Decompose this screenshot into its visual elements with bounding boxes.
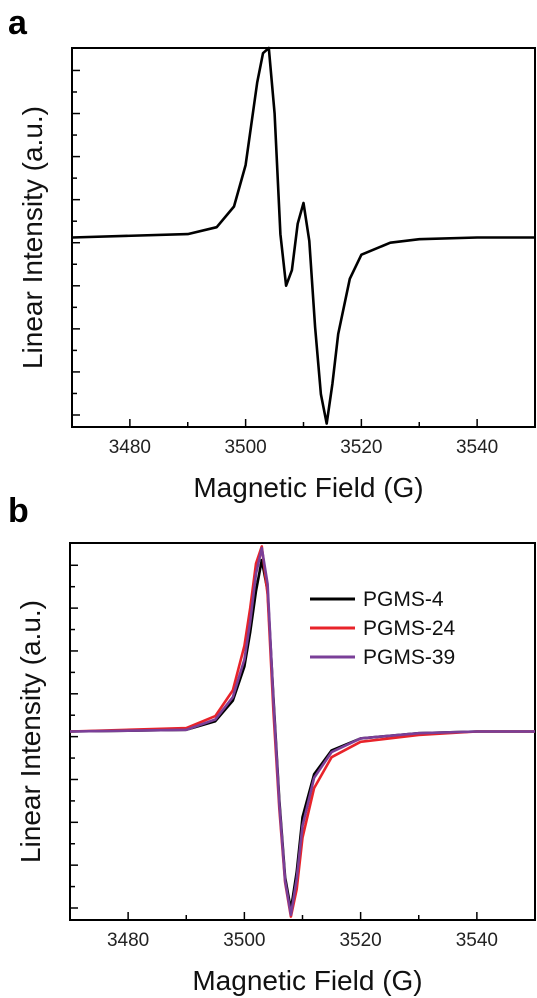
panel-label-b: b (8, 492, 29, 530)
series-line-pgms-4 (69, 558, 535, 912)
x-axis-title: Magnetic Field (G) (193, 472, 423, 503)
legend-label: PGMS-39 (363, 646, 455, 669)
x-tick-label: 3480 (109, 437, 151, 458)
chart-panel-b: b 3480 3500 3520 3540 Magnetic Field (G) Line… (0, 490, 537, 998)
panel-label-a: a (8, 4, 27, 42)
x-axis-title: Magnetic Field (G) (192, 965, 422, 996)
y-axis-title: Linear Intensity (a.u.) (15, 600, 46, 863)
x-tick-label: 3520 (340, 437, 382, 458)
series-line-spectrum (71, 46, 535, 425)
x-tick-label: 3520 (339, 930, 381, 951)
x-tick-label: 3540 (456, 437, 498, 458)
chart-a-svg: 3480 3500 3520 3540 Magnetic Field (G) Linear… (17, 46, 536, 503)
x-tick-label: 3500 (223, 930, 265, 951)
x-tick-label: 3540 (456, 930, 498, 951)
x-tick-label: 3480 (107, 930, 149, 951)
chart-panel-a: a 3480 3500 3520 3540 Magnetic Field (G) Line… (8, 4, 536, 503)
y-axis-title: Linear Intensity (a.u.) (17, 106, 48, 369)
legend-label: PGMS-24 (363, 617, 456, 640)
series-line-pgms-39 (69, 546, 535, 917)
legend-label: PGMS-4 (363, 588, 444, 611)
chart-b-svg: 3480 3500 3520 3540 Magnetic Field (G) Linear… (15, 542, 536, 996)
x-tick-label: 3500 (224, 437, 266, 458)
